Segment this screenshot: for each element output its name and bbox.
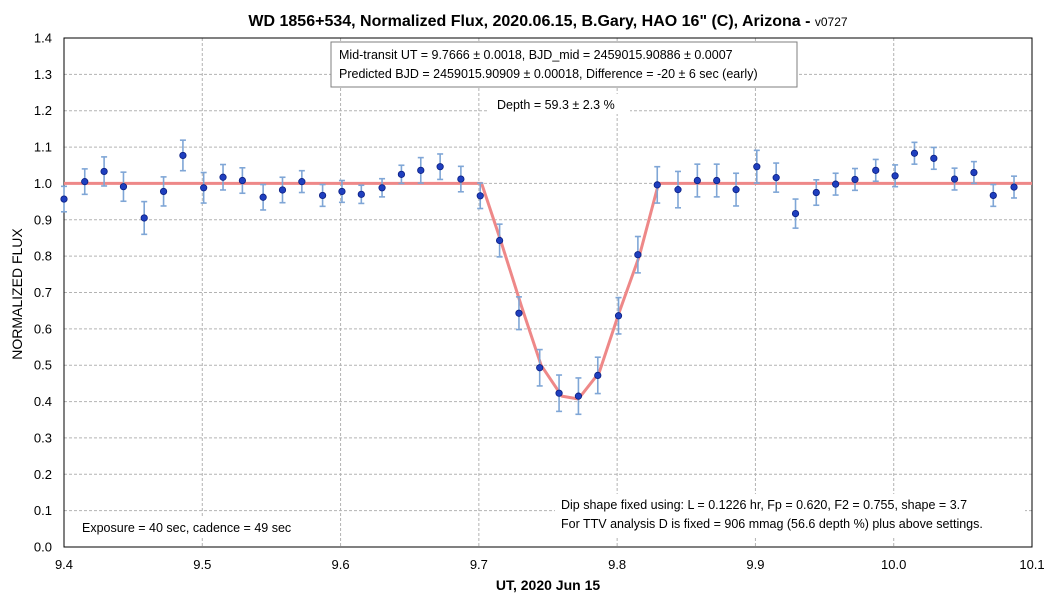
data-point (81, 178, 89, 186)
data-point (378, 184, 386, 192)
x-tick-label: 10.0 (881, 557, 906, 572)
y-axis-label: NORMALIZED FLUX (9, 228, 25, 360)
x-tick-label: 9.4 (55, 557, 73, 572)
y-tick-label: 0.4 (34, 394, 52, 409)
data-point (338, 187, 346, 196)
depth-label: Depth = 59.3 ± 2.3 % (497, 98, 615, 112)
dip-shape-note-line1: Dip shape fixed using: L = 0.1226 hr, Fp… (561, 498, 967, 512)
data-point (60, 195, 68, 203)
y-tick-label: 0.7 (34, 285, 52, 300)
x-tick-label: 9.7 (470, 557, 488, 572)
y-tick-label: 0.9 (34, 212, 52, 227)
y-tick-label: 0.1 (34, 503, 52, 518)
data-point (476, 192, 484, 200)
timing-info-box (330, 41, 798, 88)
data-point (555, 389, 563, 397)
x-axis-label: UT, 2020 Jun 15 (496, 577, 600, 593)
data-point (515, 309, 523, 317)
grid (64, 38, 1032, 547)
data-point (693, 176, 701, 185)
data-point (772, 174, 780, 182)
exposure-label: Exposure = 40 sec, cadence = 49 sec (82, 521, 291, 535)
data-point (179, 151, 187, 160)
x-tick-label: 10.1 (1019, 557, 1044, 572)
exposure-label-bg (76, 517, 308, 537)
x-tick-label: 9.9 (746, 557, 764, 572)
data-point (536, 364, 544, 372)
data-point (318, 191, 327, 200)
y-tick-label: 1.0 (34, 176, 52, 191)
data-point (298, 178, 306, 186)
y-tick-label: 1.4 (34, 31, 52, 46)
model-curve-layer (64, 181, 1032, 401)
data-point (634, 251, 642, 259)
data-point (950, 175, 959, 183)
model-curve (64, 181, 1032, 401)
x-tick-label: 9.8 (608, 557, 626, 572)
chart-title-main: WD 1856+534, Normalized Flux, 2020.06.15… (248, 13, 814, 30)
data-point (417, 166, 425, 174)
y-tick-label: 0.2 (34, 467, 52, 482)
data-point (812, 188, 820, 197)
data-point (832, 180, 840, 188)
data-point (791, 210, 800, 218)
timing-info-line1: Mid-transit UT = 9.7666 ± 0.0018, BJD_mi… (339, 48, 733, 62)
data-point (457, 175, 465, 183)
data-point (100, 167, 108, 176)
y-tick-label: 0.0 (34, 540, 52, 555)
y-tick-label: 0.5 (34, 358, 52, 373)
dip-shape-note-line2: For TTV analysis D is fixed = 906 mmag (… (561, 517, 983, 531)
y-tick-label: 1.3 (34, 67, 52, 82)
data-point (238, 176, 246, 185)
data-point (574, 392, 583, 400)
x-tick-label: 9.6 (332, 557, 350, 572)
data-point (674, 186, 682, 194)
data-point (357, 190, 365, 198)
x-tick-labels: 9.4 9.5 9.6 9.7 9.8 9.9 10.0 10.1 (55, 557, 1045, 572)
data-point (653, 181, 661, 189)
data-point (259, 193, 267, 201)
timing-info-line2: Predicted BJD = 2459015.90909 ± 0.00018,… (339, 67, 758, 81)
data-point (397, 170, 406, 178)
data-point (495, 236, 504, 245)
data-points (60, 149, 1018, 400)
data-point (278, 186, 287, 194)
data-point (891, 172, 899, 180)
data-point (219, 173, 227, 181)
data-point (1010, 183, 1018, 191)
y-tick-labels: 0.0 0.1 0.2 0.3 0.4 0.5 0.6 0.7 0.8 0.9 1.0 1.1 1.2 1… (34, 31, 52, 555)
plot-area-border (63, 37, 1033, 548)
chart-version: v0727 (815, 15, 848, 29)
data-point (872, 166, 880, 174)
y-tick-label: 0.6 (34, 321, 52, 336)
y-tick-label: 1.2 (34, 103, 52, 118)
data-point (200, 184, 208, 192)
data-point (732, 186, 740, 194)
y-tick-label: 0.3 (34, 430, 52, 445)
x-tick-label: 9.5 (193, 557, 211, 572)
data-point (970, 168, 978, 177)
data-point (614, 312, 623, 320)
data-point (910, 149, 919, 157)
data-point (713, 176, 721, 185)
data-point (594, 371, 602, 379)
data-point (119, 183, 128, 191)
data-point (989, 191, 997, 200)
data-point (140, 214, 148, 222)
y-tick-label: 0.8 (34, 249, 52, 264)
chart-title: WD 1856+534, Normalized Flux, 2020.06.15… (248, 13, 847, 30)
data-point (753, 163, 761, 171)
dip-shape-note-bg (555, 494, 1025, 536)
depth-label-bg (488, 94, 630, 114)
data-point (159, 187, 168, 196)
data-point (851, 175, 859, 184)
data-point (930, 154, 938, 162)
data-point (436, 163, 444, 171)
y-tick-label: 1.1 (34, 140, 52, 155)
